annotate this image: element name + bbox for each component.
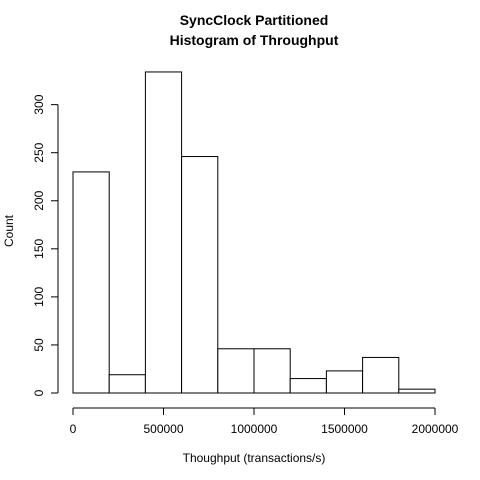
histogram-bar [398, 388, 436, 394]
histogram-bar [181, 156, 219, 394]
x-tick-label: 1500000 [321, 422, 368, 436]
y-tick-label: 250 [32, 142, 46, 162]
histogram-bar [362, 356, 400, 394]
histogram-bar [289, 378, 327, 394]
chart-title: SyncClock Partitioned [180, 12, 329, 28]
chart-subtitle: Histogram of Throughput [170, 32, 339, 48]
histogram-bar [144, 71, 183, 394]
histogram-bar [72, 171, 110, 394]
histogram-bar [253, 348, 291, 394]
histogram-bar [108, 374, 146, 394]
y-tick-label: 300 [32, 94, 46, 114]
y-axis-label: Count [2, 214, 16, 247]
bars-group [72, 71, 436, 394]
x-axis: 0 500000 1000000 1500000 2000000 [70, 407, 459, 436]
y-axis: 0 50 100 150 200 250 300 [32, 94, 59, 396]
y-tick-label: 50 [32, 338, 46, 352]
y-tick-label: 150 [32, 238, 46, 258]
y-tick-label: 100 [32, 287, 46, 307]
y-tick-label: 0 [32, 389, 46, 396]
histogram-bar [325, 370, 364, 394]
x-tick-label: 2000000 [412, 422, 459, 436]
x-tick-label: 1000000 [231, 422, 278, 436]
histogram-bar [217, 348, 255, 394]
y-tick-label: 200 [32, 190, 46, 210]
x-tick-label: 500000 [143, 422, 183, 436]
x-tick-label: 0 [70, 422, 77, 436]
x-axis-label: Thoughput (transactions/s) [183, 451, 326, 465]
